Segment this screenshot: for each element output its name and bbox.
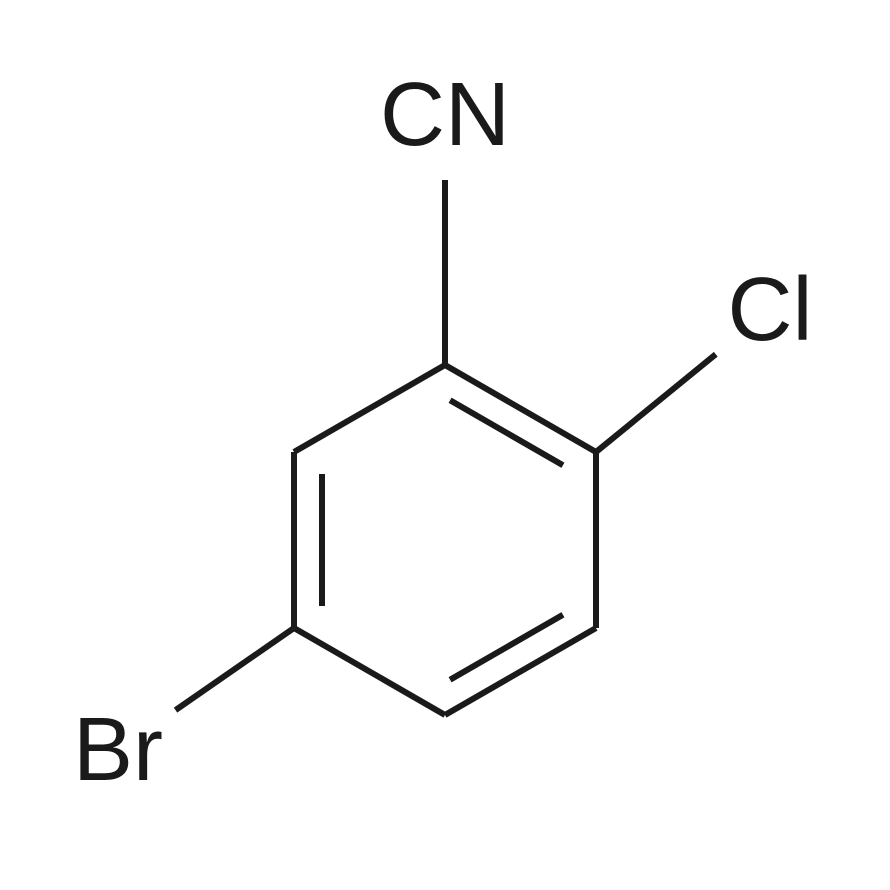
molecule-diagram: CN Cl Br (0, 0, 890, 890)
bromine-label: Br (73, 700, 163, 800)
nitrile-label: CN (380, 65, 510, 165)
chlorine-label: Cl (728, 260, 813, 360)
